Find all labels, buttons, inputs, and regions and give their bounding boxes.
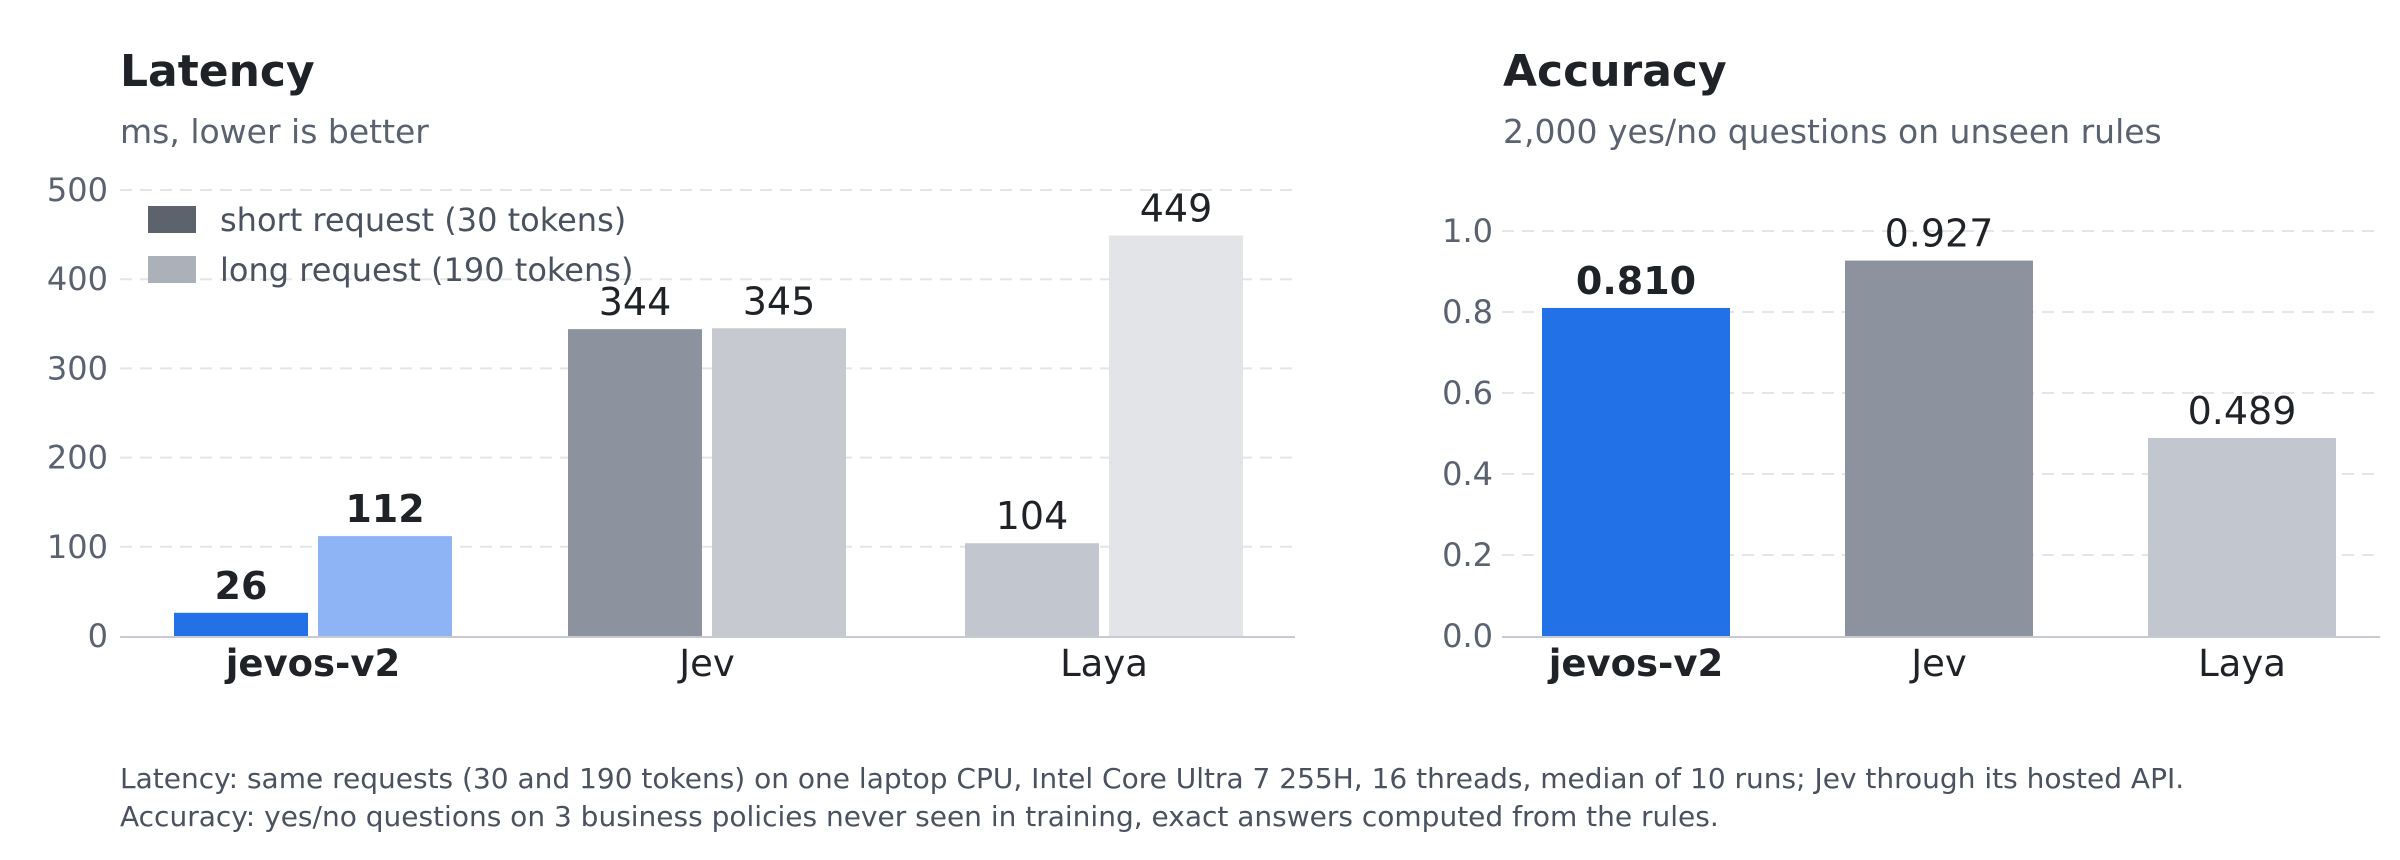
accuracy-y-tick-label: 0.8	[1442, 293, 1493, 331]
latency-bar-laya-long	[1109, 235, 1243, 636]
latency-bar-jevos-v2-long	[318, 536, 452, 636]
latency-y-tick-label: 300	[47, 349, 108, 387]
latency-category-label: jevos-v2	[224, 642, 401, 685]
latency-chart-title: Latency	[120, 46, 315, 97]
latency-value-label: 344	[599, 280, 672, 324]
accuracy-chart-panel: Accuracy 2,000 yes/no questions on unsee…	[1380, 0, 2400, 720]
latency-y-tick-label: 0	[88, 617, 108, 655]
accuracy-y-tick-label: 1.0	[1442, 212, 1493, 250]
latency-bar-chart: 0 100 200 300 400 500 26 112 jevos-v2 344 345 Jev 10…	[47, 171, 1295, 685]
latency-bar-jevos-v2-short	[174, 612, 308, 636]
latency-chart-subtitle: ms, lower is better	[120, 112, 429, 151]
legend-swatch-short	[148, 206, 196, 233]
latency-value-label: 26	[215, 564, 268, 608]
latency-bar-laya-short	[965, 543, 1099, 636]
accuracy-value-label: 0.927	[1885, 212, 1994, 256]
latency-footnote: Latency: same requests (30 and 190 token…	[120, 762, 2185, 795]
latency-y-tick-label: 500	[47, 171, 108, 209]
accuracy-chart-subtitle: 2,000 yes/no questions on unseen rules	[1503, 112, 2162, 151]
accuracy-value-label: 0.810	[1576, 259, 1696, 303]
latency-value-label: 449	[1140, 186, 1213, 230]
latency-chart-panel: Latency ms, lower is better 0 100 200 300 40…	[0, 0, 1320, 720]
accuracy-y-tick-label: 0.6	[1442, 374, 1493, 412]
accuracy-category-label: jevos-v2	[1547, 642, 1724, 685]
legend-label-long: long request (190 tokens)	[220, 251, 633, 289]
latency-category-label: Jev	[677, 642, 735, 685]
accuracy-bar-laya	[2148, 437, 2336, 636]
latency-bar-jev-short	[568, 329, 702, 636]
latency-value-label: 112	[345, 487, 424, 531]
latency-value-label: 345	[743, 279, 816, 323]
latency-y-tick-label: 100	[47, 528, 108, 566]
legend-swatch-long	[148, 256, 196, 283]
accuracy-value-label: 0.489	[2188, 389, 2297, 433]
latency-legend: short request (30 tokens) long request (1…	[148, 201, 633, 289]
latency-value-label: 104	[996, 494, 1069, 538]
latency-bar-jev-long	[712, 328, 846, 636]
accuracy-category-label: Laya	[2198, 642, 2286, 685]
accuracy-y-tick-label: 0.0	[1442, 617, 1493, 655]
latency-y-tick-label: 400	[47, 260, 108, 298]
accuracy-category-label: Jev	[1909, 642, 1967, 685]
accuracy-chart-title: Accuracy	[1503, 46, 1727, 97]
accuracy-bar-chart: 0.0 0.2 0.4 0.6 0.8 1.0 0.810 jevos-v2 0.927 Jev 0…	[1442, 212, 2380, 685]
accuracy-bar-jev	[1845, 260, 2033, 636]
accuracy-bar-jevos-v2	[1542, 307, 1730, 636]
latency-y-tick-label: 200	[47, 439, 108, 477]
accuracy-footnote: Accuracy: yes/no questions on 3 business…	[120, 800, 1719, 833]
legend-label-short: short request (30 tokens)	[220, 201, 626, 239]
accuracy-y-tick-label: 0.4	[1442, 455, 1493, 493]
accuracy-y-tick-label: 0.2	[1442, 536, 1493, 574]
latency-category-label: Laya	[1060, 642, 1148, 685]
